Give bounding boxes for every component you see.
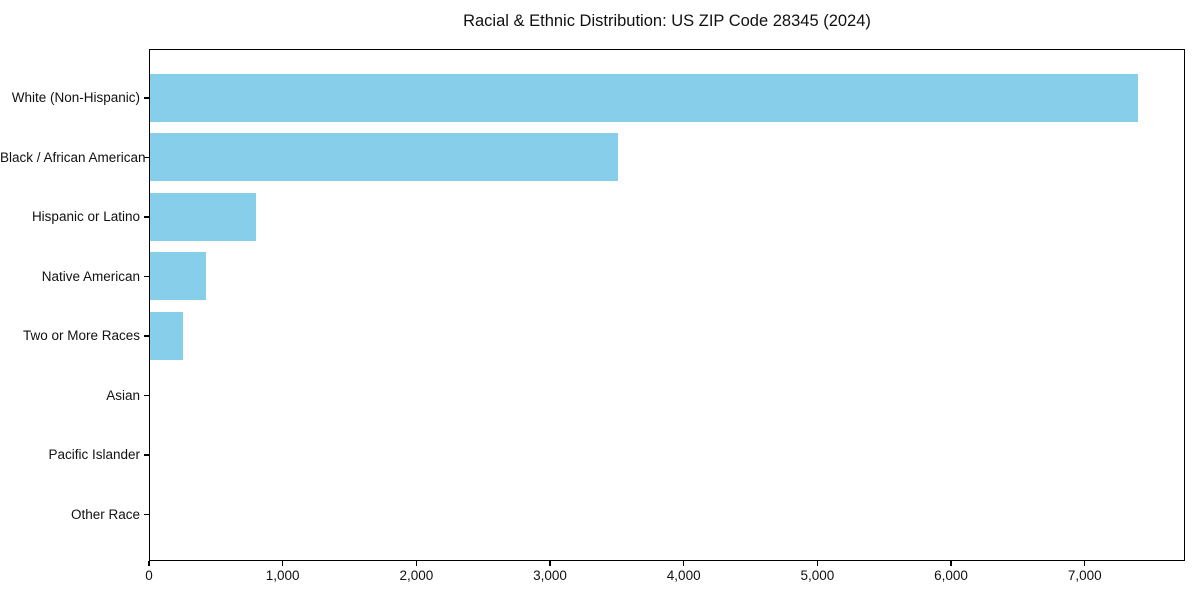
x-axis-tick-label: 0	[145, 568, 153, 583]
y-axis-label: Other Race	[70, 506, 140, 522]
y-axis-tick	[144, 216, 149, 218]
bar-native-american	[150, 252, 207, 300]
x-axis-tick-label: 3,000	[533, 568, 567, 583]
x-axis-tick-label: 6,000	[934, 568, 968, 583]
y-axis-tick	[144, 513, 149, 516]
bar-two-or-more-races	[150, 311, 183, 360]
x-axis-tick-label: 4,000	[666, 568, 701, 583]
y-axis-label: White (Non-Hispanic)	[11, 90, 140, 105]
y-axis-tick	[144, 156, 149, 159]
x-axis-tick	[549, 561, 551, 566]
x-axis-tick	[281, 561, 284, 566]
x-axis-tick-label: 1,000	[265, 568, 300, 583]
y-axis-label: Asian	[106, 387, 140, 403]
y-axis-tick	[144, 97, 149, 99]
x-axis-tick	[682, 561, 685, 566]
y-axis-tick	[144, 275, 149, 278]
x-axis-tick	[950, 561, 952, 566]
y-axis-label: Hispanic or Latino	[31, 209, 140, 224]
x-axis-tick-label: 7,000	[1067, 568, 1102, 583]
x-axis-tick-label: 2,000	[399, 568, 434, 583]
bar-hispanic-or-latino	[150, 192, 257, 241]
x-axis-tick-label: 5,000	[800, 568, 835, 583]
y-axis-label: Two or More Races	[22, 328, 140, 343]
x-axis-tick	[415, 561, 418, 566]
y-axis-tick	[144, 454, 149, 456]
bar-white-non-hispanic	[150, 73, 1138, 122]
y-axis-label: Native American	[41, 268, 140, 284]
y-axis-tick	[144, 394, 149, 397]
y-axis-label: Pacific Islander	[48, 447, 140, 462]
bar-black-african-american	[150, 133, 618, 181]
y-axis-tick	[144, 335, 149, 337]
chart-title: Racial & Ethnic Distribution: US ZIP Cod…	[463, 12, 871, 30]
y-axis-label: Black / African American	[0, 149, 146, 165]
x-axis-tick	[816, 561, 819, 566]
x-axis-tick	[1083, 561, 1086, 566]
plot-area	[149, 49, 1185, 561]
x-axis-tick	[148, 561, 150, 566]
